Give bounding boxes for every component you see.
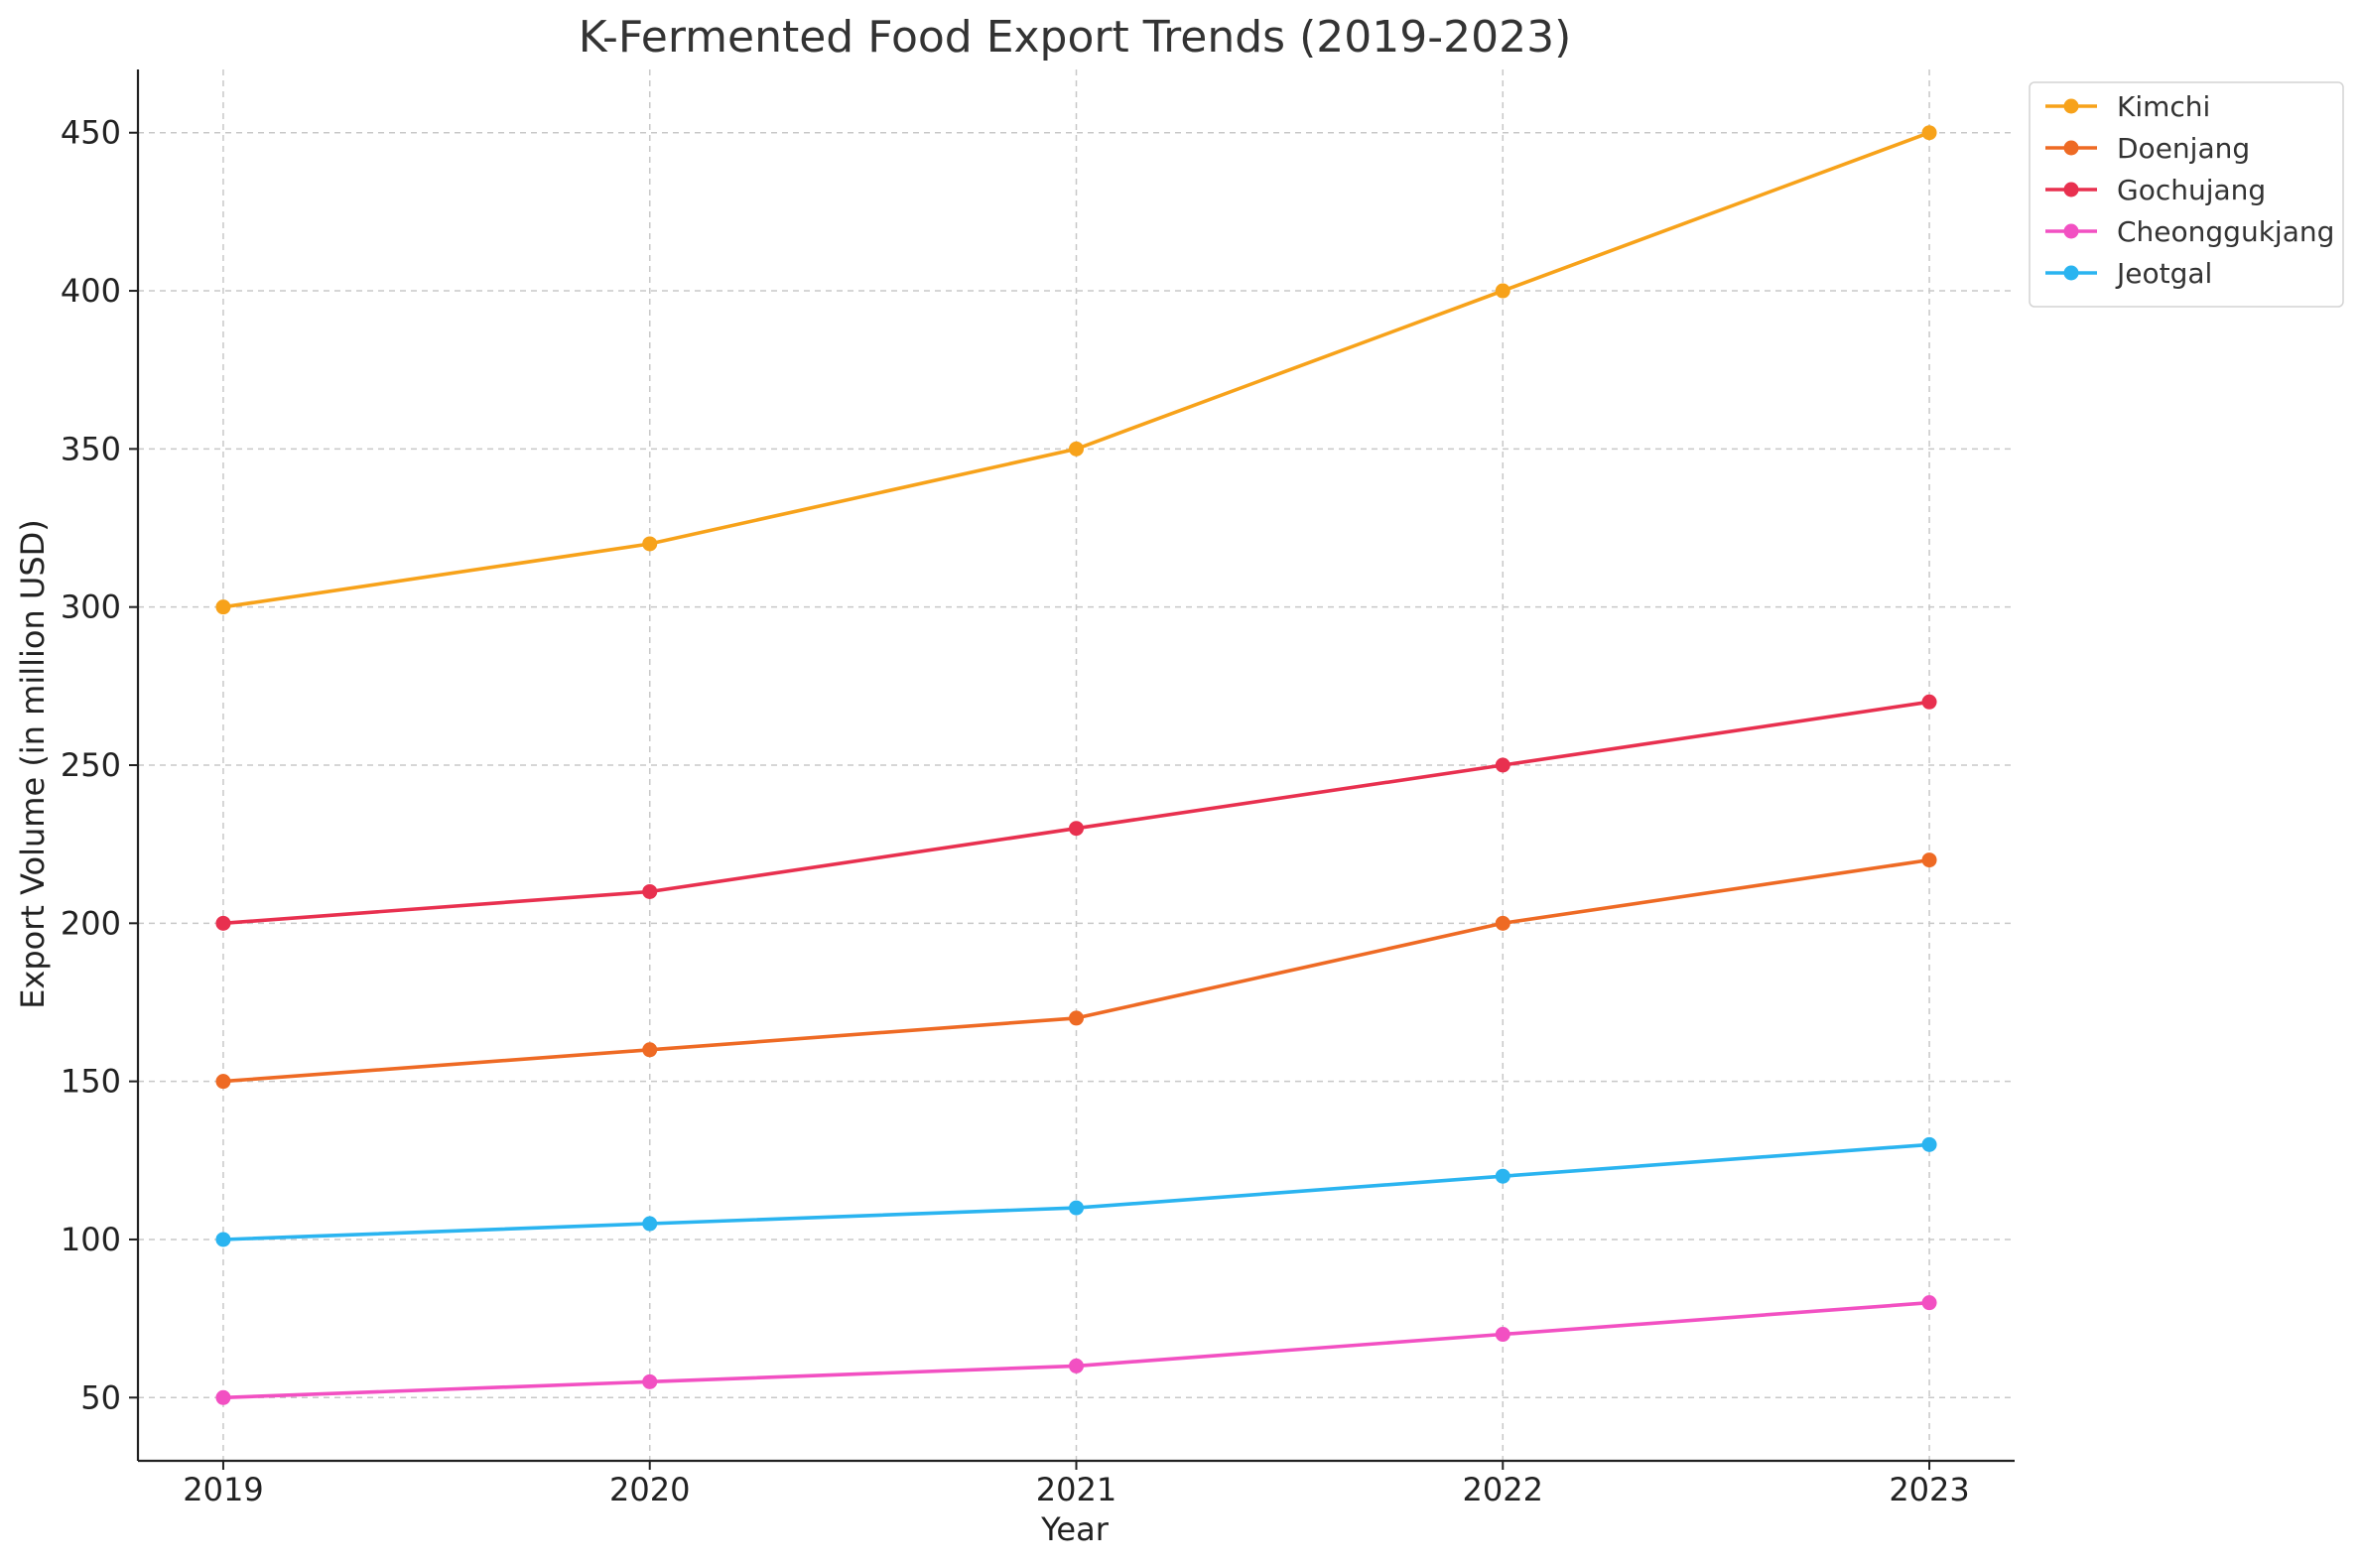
legend-item-cheonggukjang: Cheonggukjang <box>2045 215 2334 248</box>
data-point-jeotgal <box>1921 1136 1937 1152</box>
legend-swatch-marker <box>2063 98 2079 114</box>
legend-swatch-marker <box>2063 140 2079 156</box>
data-point-jeotgal <box>1495 1168 1510 1184</box>
data-point-gochujang <box>1921 694 1937 710</box>
data-point-cheonggukjang <box>215 1389 231 1405</box>
data-point-jeotgal <box>1069 1200 1084 1216</box>
data-point-cheonggukjang <box>1069 1358 1084 1373</box>
data-point-kimchi <box>642 536 658 552</box>
data-point-doenjang <box>1495 915 1510 931</box>
series-jeotgal <box>215 1136 1937 1247</box>
data-point-kimchi <box>1069 441 1084 457</box>
data-point-kimchi <box>1921 125 1937 141</box>
series-line-jeotgal <box>221 1142 1931 1241</box>
data-point-cheonggukjang <box>642 1373 658 1389</box>
data-point-kimchi <box>215 599 231 615</box>
y-axis-label: Export Volume (in million USD) <box>14 519 52 1009</box>
data-point-doenjang <box>1921 852 1937 868</box>
grid-layer <box>138 69 2015 1461</box>
legend-frame <box>2029 81 2344 308</box>
y-tick-label: 350 <box>61 430 121 467</box>
legend-label: Doenjang <box>2117 132 2250 165</box>
y-tick-label: 100 <box>61 1221 121 1258</box>
data-point-doenjang <box>642 1042 658 1058</box>
legend-item-gochujang: Gochujang <box>2045 174 2266 206</box>
x-axis-label: Year <box>1040 1510 1110 1548</box>
data-point-gochujang <box>215 915 231 931</box>
legend-label: Gochujang <box>2117 174 2266 206</box>
legend-item-jeotgal: Jeotgal <box>2045 257 2212 290</box>
legend-swatch-marker <box>2063 265 2079 281</box>
data-point-kimchi <box>1495 283 1510 299</box>
y-tick-label: 200 <box>61 904 121 942</box>
y-tick-label: 450 <box>61 114 121 152</box>
data-point-cheonggukjang <box>1495 1327 1510 1343</box>
series-gochujang <box>215 694 1937 931</box>
x-tick-label: 2021 <box>1036 1471 1116 1508</box>
legend: Kimchi Doenjang Gochujang Cheonggukjang Jeot… <box>2029 81 2344 308</box>
legend-label: Cheonggukjang <box>2117 215 2334 248</box>
y-tick-label: 250 <box>61 746 121 784</box>
data-point-doenjang <box>1069 1010 1084 1026</box>
data-point-gochujang <box>642 883 658 899</box>
y-tick-label: 150 <box>61 1063 121 1101</box>
series-cheonggukjang <box>215 1295 1937 1405</box>
data-point-gochujang <box>1495 757 1510 773</box>
data-point-gochujang <box>1069 821 1084 837</box>
legend-item-kimchi: Kimchi <box>2045 90 2210 123</box>
chart-title: K-Fermented Food Export Trends (2019-202… <box>579 12 1571 63</box>
data-point-jeotgal <box>215 1232 231 1247</box>
x-tick-label: 2022 <box>1463 1471 1543 1508</box>
legend-label: Jeotgal <box>2115 257 2212 290</box>
legend-item-doenjang: Doenjang <box>2045 132 2250 165</box>
y-tick-label: 50 <box>80 1378 121 1416</box>
data-point-doenjang <box>215 1074 231 1090</box>
y-tick-label: 400 <box>61 272 121 310</box>
series-kimchi <box>215 125 1937 615</box>
data-point-jeotgal <box>642 1216 658 1232</box>
legend-label: Kimchi <box>2117 90 2210 123</box>
data-point-cheonggukjang <box>1921 1295 1937 1311</box>
y-tick-label: 300 <box>61 588 121 626</box>
series-doenjang <box>215 852 1937 1090</box>
x-tick-label: 2023 <box>1889 1471 1969 1508</box>
legend-swatch-marker <box>2063 182 2079 197</box>
ticks-layer: 50 100 150 200 250 300 350 400 450 2019 2020 2021 20… <box>61 114 1970 1508</box>
series-layer <box>215 125 1937 1405</box>
legend-swatch-marker <box>2063 223 2079 239</box>
x-tick-label: 2020 <box>609 1471 690 1508</box>
x-tick-label: 2019 <box>183 1471 263 1508</box>
